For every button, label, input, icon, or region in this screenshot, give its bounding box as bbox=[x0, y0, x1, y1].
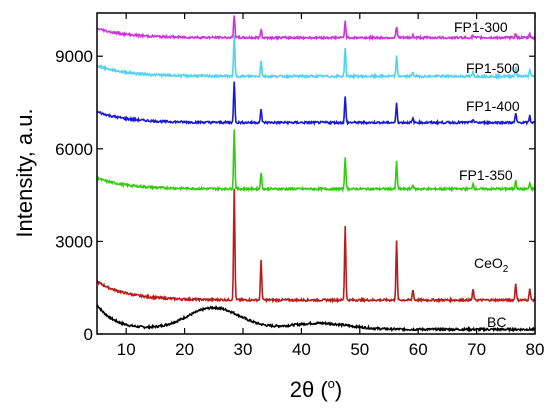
series-line-fp1-350 bbox=[96, 129, 536, 194]
axis-ticks: 10 20 30 40 50 60 70 80 0 3000 6000 9000 bbox=[55, 13, 544, 359]
x-tick-label: 10 bbox=[117, 340, 136, 359]
series-label-ceo: CeO2 bbox=[474, 255, 509, 275]
x-tick-label: 40 bbox=[292, 340, 311, 359]
series-label-fp1-400: FP1-400 bbox=[466, 98, 520, 114]
y-tick-label: 0 bbox=[84, 325, 93, 344]
x-tick-label: 30 bbox=[234, 340, 253, 359]
x-tick-label: 50 bbox=[350, 340, 369, 359]
series-line-ceo bbox=[96, 188, 536, 304]
y-axis-title: Intensity, a.u. bbox=[12, 108, 37, 237]
series-line-fp1-400 bbox=[96, 81, 536, 127]
series-line-bc bbox=[96, 304, 536, 334]
series-label-bc: BC bbox=[487, 314, 506, 330]
x-tick-label: 80 bbox=[526, 340, 545, 359]
series-lines bbox=[96, 15, 536, 334]
x-tick-label: 20 bbox=[175, 340, 194, 359]
x-tick-label: 60 bbox=[409, 340, 428, 359]
series-line-fp1-300 bbox=[96, 15, 536, 42]
y-tick-label: 3000 bbox=[55, 232, 93, 251]
series-labels: BC CeO2 FP1-350 FP1-400 FP1-500 FP1-300 bbox=[454, 19, 520, 330]
series-line-fp1-500 bbox=[96, 35, 536, 81]
series-label-fp1-350: FP1-350 bbox=[459, 167, 513, 183]
y-tick-label: 6000 bbox=[55, 140, 93, 159]
y-tick-label: 9000 bbox=[55, 47, 93, 66]
series-label-fp1-500: FP1-500 bbox=[466, 60, 520, 76]
plot-frame bbox=[96, 12, 536, 335]
x-tick-label: 70 bbox=[467, 340, 486, 359]
series-label-fp1-300: FP1-300 bbox=[454, 19, 508, 35]
x-axis-title: 2θ (o) bbox=[290, 376, 342, 402]
